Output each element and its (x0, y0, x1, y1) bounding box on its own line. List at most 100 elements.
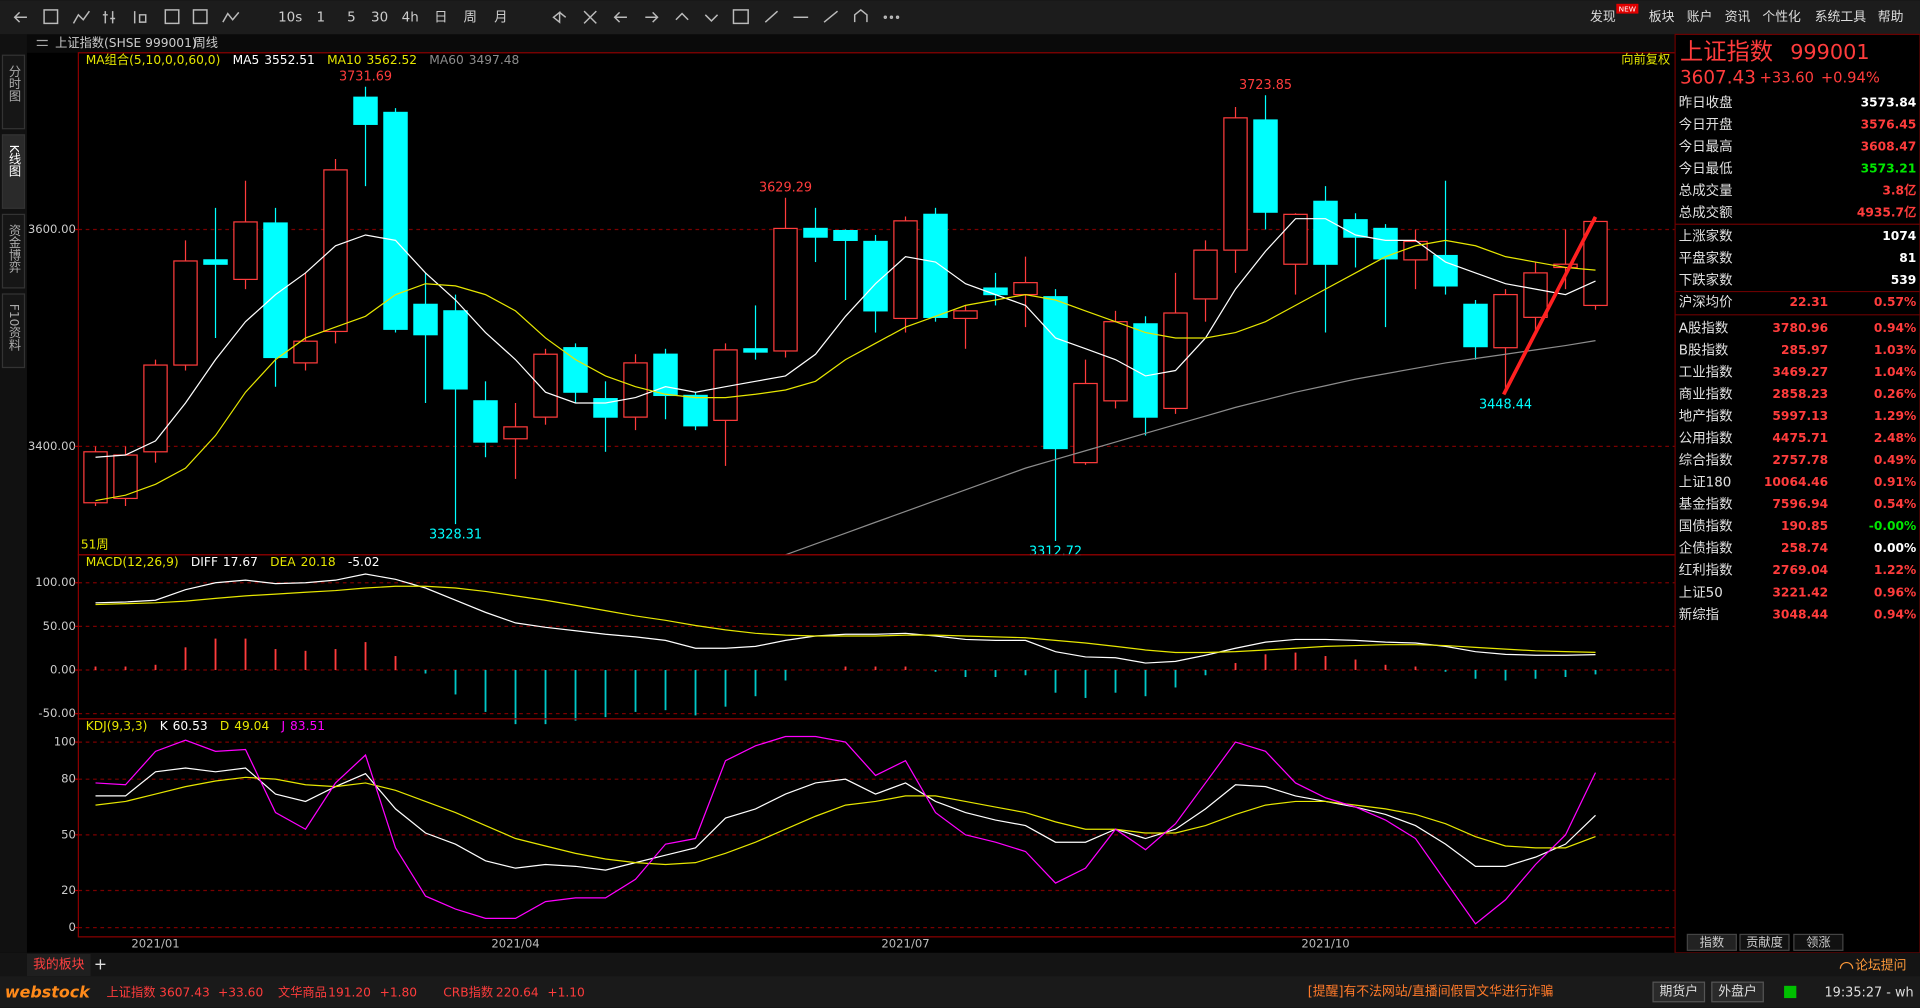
side-tab[interactable] (1, 134, 26, 209)
icon[interactable] (883, 15, 888, 19)
icon[interactable] (192, 9, 208, 25)
menu-item[interactable]: 板块 (1649, 10, 1675, 25)
icon[interactable] (552, 10, 567, 24)
back-icon[interactable] (13, 11, 27, 23)
candle-body (803, 227, 828, 238)
row-label: 今日开盘 (1679, 116, 1733, 133)
panel-tab-label[interactable]: 领涨 (1806, 934, 1830, 949)
icon[interactable] (764, 10, 779, 23)
toolbar-icons[interactable] (13, 8, 900, 25)
legend-name: D (220, 719, 229, 733)
symbol-name[interactable]: 上证指数(SHSE 999001) (55, 35, 197, 50)
candle-body (413, 303, 438, 336)
notice[interactable]: [提醒]有不法网站/直播间假冒文华进行诈骗 (1308, 983, 1554, 999)
icon[interactable] (613, 11, 627, 23)
menu-item[interactable]: 帮助 (1878, 10, 1904, 25)
period-button[interactable]: 1 (317, 10, 326, 25)
icon[interactable] (583, 10, 597, 24)
drawn-trend-line[interactable] (1502, 216, 1598, 396)
ticker-name: CRB指数 (443, 985, 493, 1000)
high-label: 3723.85 (1239, 78, 1292, 93)
candle-body (83, 451, 108, 504)
period-select[interactable]: 周线 (193, 36, 217, 50)
menu-item[interactable]: 发现 (1590, 9, 1616, 25)
forum-link[interactable]: 论坛提问 (1855, 958, 1906, 974)
icon[interactable] (72, 10, 90, 24)
period-button[interactable]: 10s (278, 10, 302, 25)
clock: 19:35:27 - wh (1824, 986, 1913, 1001)
icon[interactable] (823, 10, 839, 23)
icon[interactable] (704, 14, 719, 22)
row-label: 工业指数 (1679, 364, 1733, 380)
candle-body (563, 347, 588, 393)
icon[interactable] (675, 12, 689, 21)
candle-body (443, 310, 468, 390)
side-tab[interactable] (1, 293, 26, 369)
row-label: 今日最高 (1679, 138, 1733, 155)
legend: MA组合(5,10,0,0,60,0) MA5 3552.51 MA10 3562.52… (86, 52, 520, 67)
candle-body (143, 364, 168, 453)
row-label: 综合指数 (1679, 453, 1733, 469)
candle-body (1523, 272, 1548, 318)
period-button[interactable]: 5 (347, 10, 356, 25)
period-button[interactable]: 月 (494, 10, 507, 25)
menu-item[interactable]: 资讯 (1725, 10, 1751, 25)
candle-body (1493, 293, 1518, 349)
ma-line (785, 340, 1596, 556)
account-button-label[interactable]: 外盘户 (1718, 983, 1757, 999)
panel-tab[interactable] (1739, 933, 1790, 951)
menu-item[interactable]: 系统工具 (1815, 10, 1867, 25)
icon[interactable] (895, 15, 900, 19)
board-tab-title[interactable]: 我的板块 (33, 957, 85, 973)
side-tab-label[interactable]: 分时图 (7, 65, 21, 102)
row-value: 3573.84 (1861, 95, 1917, 109)
period-button[interactable]: 4h (402, 10, 419, 25)
account-button-label[interactable]: 期货户 (1660, 983, 1699, 999)
row-pct: 1.29% (1874, 409, 1916, 423)
menu-item[interactable]: 个性化 (1762, 10, 1801, 25)
legend-name: K (160, 719, 169, 733)
panel-tab-label[interactable]: 指数 (1700, 934, 1724, 949)
row-value: 3576.45 (1861, 118, 1917, 132)
board-add[interactable]: + (94, 955, 107, 974)
side-tab[interactable] (1, 54, 26, 130)
x-tick-label: 2021/10 (1301, 937, 1349, 951)
candle-body (323, 169, 348, 333)
icon[interactable] (222, 11, 240, 23)
legend: MACD(12,26,9) DIFF 17.67 DEA 20.18 -5.02 (86, 555, 380, 569)
side-tab-label[interactable]: F10资料 (7, 304, 21, 351)
row-value: 7596.94 (1772, 497, 1828, 511)
legend-title: MA组合(5,10,0,0,60,0) (86, 52, 221, 67)
account-button[interactable] (1711, 981, 1764, 1003)
icon[interactable] (133, 11, 147, 24)
adjust-label[interactable]: 向前复权 (1621, 52, 1670, 67)
panel-tab-label[interactable]: 贡献度 (1746, 934, 1783, 949)
period-button[interactable]: 30 (371, 10, 388, 25)
icon[interactable] (732, 9, 749, 25)
legend: KDJ(9,3,3) K 60.53 D 49.04 J 83.51 (86, 719, 325, 733)
icon[interactable] (102, 11, 116, 24)
y-tick-label: -50.00 (38, 706, 75, 720)
icon[interactable] (164, 9, 180, 25)
icon[interactable] (43, 9, 59, 25)
side-tab-label[interactable]: 资金博弈 (7, 224, 21, 274)
side-tab[interactable] (1, 213, 26, 289)
row-value: 22.31 (1789, 295, 1828, 309)
icon[interactable] (889, 15, 894, 19)
period-button[interactable]: 周 (463, 10, 476, 25)
icon[interactable] (645, 11, 659, 23)
candle-body (893, 220, 918, 320)
board-tab[interactable] (26, 954, 91, 977)
icon[interactable] (853, 8, 868, 23)
period-button[interactable]: 日 (434, 10, 447, 25)
side-tab-label[interactable]: K线图 (7, 145, 21, 178)
account-button[interactable] (1652, 981, 1706, 1003)
panel-tab[interactable] (1793, 933, 1844, 951)
row-value: 4935.7亿 (1857, 205, 1916, 220)
panel-tab[interactable] (1686, 933, 1737, 951)
logo: webstock (5, 983, 91, 1002)
legend-value: 20.18 (301, 555, 336, 569)
menu-item[interactable]: 账户 (1687, 9, 1713, 25)
